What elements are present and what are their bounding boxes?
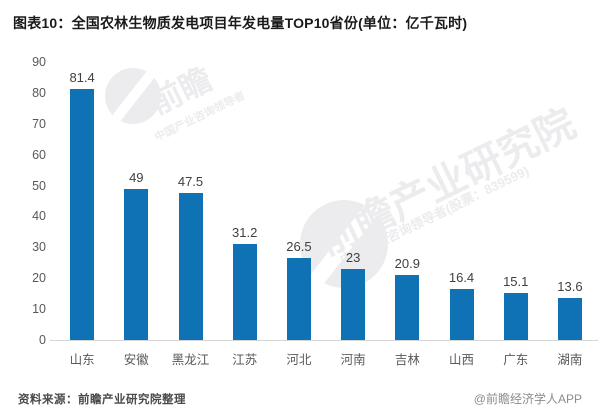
bar-column: 16.4: [434, 62, 488, 340]
bar-value-label: 15.1: [503, 274, 529, 290]
source-note: 资料来源：前瞻产业研究院整理: [18, 394, 186, 406]
x-axis-labels: 山东 安徽 黑龙江 江苏 河北 河南 吉林 山西 广东 湖南: [55, 349, 597, 368]
y-tick-label: 20: [32, 271, 46, 286]
bar-column: 26.5: [272, 62, 326, 340]
y-tick-label: 50: [32, 178, 46, 193]
y-tick-label: 0: [39, 333, 46, 347]
bar-value-label: 20.9: [394, 256, 420, 272]
bar-column: 49: [109, 62, 163, 340]
bar-column: 23: [326, 62, 380, 340]
bar-value-label: 49: [129, 169, 144, 185]
y-tick-label: 80: [32, 85, 46, 100]
x-axis-category-label: 吉林: [394, 353, 420, 367]
x-axis-category-label: 湖南: [557, 353, 583, 367]
chart-title: 图表10：全国农林生物质发电项目年发电量TOP10省份(单位：亿千瓦时): [13, 15, 468, 31]
bar-value-label: 47.5: [177, 174, 204, 190]
brand-credit: @前瞻经济学人APP: [473, 392, 582, 406]
footer: 资料来源：前瞻产业研究院整理 @前瞻经济学人APP: [18, 390, 582, 407]
x-axis-category-label: 山西: [449, 353, 475, 367]
bar: [286, 258, 311, 340]
bar: [503, 293, 528, 340]
bar-column: 31.2: [218, 62, 272, 340]
y-tick-label: 10: [32, 302, 46, 317]
bar-column: 13.6: [543, 62, 597, 340]
x-axis-category-label: 安徽: [123, 353, 149, 367]
bar-column: 15.1: [489, 62, 543, 340]
bar: [232, 243, 257, 340]
bar: [178, 193, 203, 340]
bar: [70, 88, 95, 340]
x-axis-category-label: 广东: [503, 353, 529, 367]
x-axis-category-label: 山东: [69, 353, 95, 367]
plot-area: 81.4 49 47.5 31.2 26.5 23 20.9 16.4 15.1 13.6: [55, 62, 597, 340]
y-tick-label: 70: [32, 116, 46, 131]
bar-column: 20.9: [380, 62, 434, 340]
bar-column: 47.5: [163, 62, 217, 340]
x-axis-category-label: 河南: [340, 353, 366, 367]
bar-value-label: 31.2: [232, 224, 258, 240]
bar: [395, 275, 420, 340]
bar-column: 81.4: [55, 62, 109, 340]
bar: [124, 188, 149, 340]
y-tick-label: 90: [32, 55, 46, 69]
bar: [449, 289, 474, 340]
bar-value-label: 16.4: [448, 270, 475, 286]
x-axis-category-label: 河北: [286, 353, 312, 367]
bar-value-label: 26.5: [286, 239, 312, 255]
bar-value-label: 13.6: [557, 279, 583, 294]
x-axis-category-label: 江苏: [232, 353, 258, 367]
x-axis-category-label: 黑龙江: [171, 353, 210, 367]
y-tick-label: 40: [32, 209, 46, 224]
bar-value-label: 23: [345, 250, 361, 265]
bar: [557, 298, 582, 340]
bar: [341, 269, 366, 340]
x-axis-line: [50, 340, 598, 341]
y-tick-label: 30: [32, 240, 46, 255]
y-tick-label: 60: [32, 147, 46, 162]
bar-value-label: 81.4: [69, 69, 95, 85]
